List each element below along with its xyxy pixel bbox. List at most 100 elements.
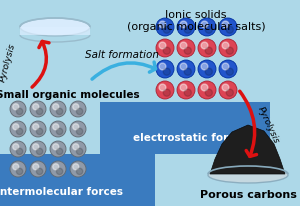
Circle shape xyxy=(16,168,23,175)
Circle shape xyxy=(36,168,43,175)
Circle shape xyxy=(201,64,208,71)
Circle shape xyxy=(198,19,216,37)
Circle shape xyxy=(33,104,39,110)
Circle shape xyxy=(156,40,174,58)
Circle shape xyxy=(205,27,212,34)
Circle shape xyxy=(180,85,187,91)
Circle shape xyxy=(56,109,63,115)
Circle shape xyxy=(30,121,46,137)
Circle shape xyxy=(33,164,39,170)
Circle shape xyxy=(184,48,191,55)
Circle shape xyxy=(159,43,166,50)
Circle shape xyxy=(226,48,233,55)
Circle shape xyxy=(205,69,212,76)
Circle shape xyxy=(36,129,43,135)
Circle shape xyxy=(163,69,170,76)
Circle shape xyxy=(30,161,46,177)
Circle shape xyxy=(219,82,237,99)
Circle shape xyxy=(156,82,174,99)
Circle shape xyxy=(56,149,63,155)
Circle shape xyxy=(10,161,26,177)
Circle shape xyxy=(226,69,233,76)
Circle shape xyxy=(33,124,39,130)
Circle shape xyxy=(53,124,59,130)
Circle shape xyxy=(226,90,233,97)
Circle shape xyxy=(76,109,83,115)
Circle shape xyxy=(201,22,208,29)
Circle shape xyxy=(198,40,216,58)
Circle shape xyxy=(222,43,229,50)
Circle shape xyxy=(73,104,79,110)
Circle shape xyxy=(73,124,79,130)
Circle shape xyxy=(159,22,166,29)
Ellipse shape xyxy=(20,19,90,37)
Circle shape xyxy=(36,149,43,155)
Circle shape xyxy=(201,43,208,50)
Bar xyxy=(100,103,270,154)
Circle shape xyxy=(226,27,233,34)
Circle shape xyxy=(222,64,229,71)
Circle shape xyxy=(53,164,59,170)
Circle shape xyxy=(30,141,46,157)
Circle shape xyxy=(222,85,229,91)
Circle shape xyxy=(184,69,191,76)
Bar xyxy=(0,154,155,206)
Circle shape xyxy=(184,90,191,97)
Circle shape xyxy=(219,19,237,37)
Text: Small organic molecules: Small organic molecules xyxy=(0,90,140,99)
Circle shape xyxy=(163,90,170,97)
Circle shape xyxy=(50,161,66,177)
Text: Intermolecular forces: Intermolecular forces xyxy=(0,186,124,196)
Circle shape xyxy=(13,124,19,130)
Circle shape xyxy=(50,141,66,157)
Circle shape xyxy=(70,161,86,177)
Circle shape xyxy=(10,141,26,157)
Circle shape xyxy=(159,85,166,91)
Circle shape xyxy=(16,129,23,135)
Circle shape xyxy=(36,109,43,115)
Text: Ionic solids
(organic molecular salts): Ionic solids (organic molecular salts) xyxy=(127,10,265,32)
Circle shape xyxy=(159,64,166,71)
Circle shape xyxy=(177,61,195,79)
Polygon shape xyxy=(0,151,155,206)
Circle shape xyxy=(53,104,59,110)
Text: Pyrolysis: Pyrolysis xyxy=(0,42,17,83)
Circle shape xyxy=(70,121,86,137)
Circle shape xyxy=(177,82,195,99)
Circle shape xyxy=(50,102,66,117)
Circle shape xyxy=(180,22,187,29)
Circle shape xyxy=(50,121,66,137)
Polygon shape xyxy=(210,125,285,174)
Text: Porous carbons: Porous carbons xyxy=(200,189,296,199)
Bar xyxy=(20,28,90,36)
Circle shape xyxy=(13,144,19,150)
Circle shape xyxy=(219,61,237,79)
Circle shape xyxy=(73,164,79,170)
Text: Pyrolysis: Pyrolysis xyxy=(256,104,280,144)
Circle shape xyxy=(73,144,79,150)
Circle shape xyxy=(219,40,237,58)
Circle shape xyxy=(177,40,195,58)
Circle shape xyxy=(76,129,83,135)
Circle shape xyxy=(13,164,19,170)
Ellipse shape xyxy=(208,167,288,183)
Circle shape xyxy=(163,48,170,55)
Text: Salt formation: Salt formation xyxy=(85,50,159,60)
Text: electrostatic forces: electrostatic forces xyxy=(133,132,248,142)
Circle shape xyxy=(16,149,23,155)
Circle shape xyxy=(10,121,26,137)
Circle shape xyxy=(70,141,86,157)
Circle shape xyxy=(10,102,26,117)
Circle shape xyxy=(56,168,63,175)
Circle shape xyxy=(180,43,187,50)
Circle shape xyxy=(156,19,174,37)
Circle shape xyxy=(205,90,212,97)
Circle shape xyxy=(76,168,83,175)
Circle shape xyxy=(163,27,170,34)
Circle shape xyxy=(30,102,46,117)
Circle shape xyxy=(177,19,195,37)
Circle shape xyxy=(184,27,191,34)
Circle shape xyxy=(198,61,216,79)
Circle shape xyxy=(13,104,19,110)
Circle shape xyxy=(53,144,59,150)
